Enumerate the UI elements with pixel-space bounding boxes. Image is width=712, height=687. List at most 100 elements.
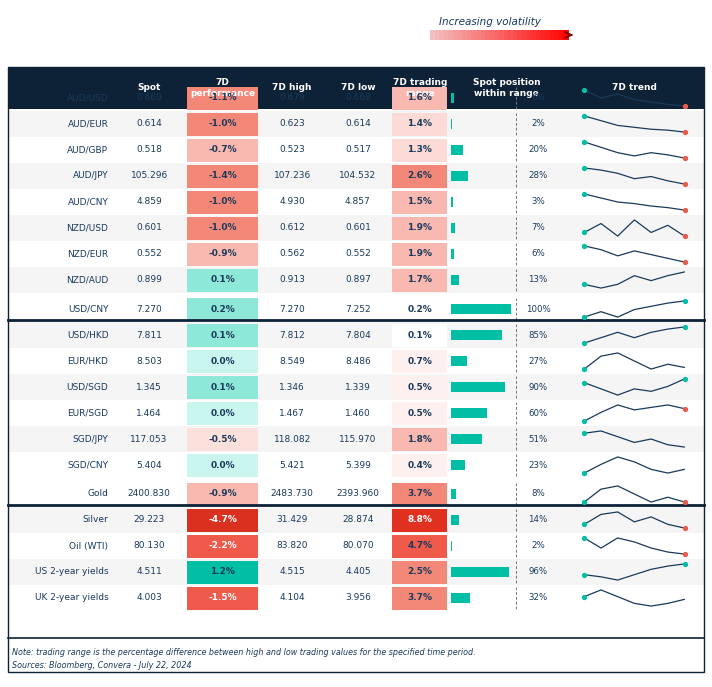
Bar — [187, 376, 258, 398]
Text: 7D trend: 7D trend — [612, 84, 657, 93]
Text: EUR/HKD: EUR/HKD — [68, 357, 108, 365]
Bar — [392, 113, 447, 135]
Bar — [451, 460, 465, 471]
Text: NZD/EUR: NZD/EUR — [67, 249, 108, 258]
Text: 7.804: 7.804 — [345, 330, 371, 339]
Text: 1.345: 1.345 — [136, 383, 162, 392]
Bar — [392, 534, 447, 557]
Text: 1.5%: 1.5% — [407, 197, 432, 207]
Text: SGD/CNY: SGD/CNY — [68, 460, 108, 469]
Text: 0.523: 0.523 — [279, 146, 305, 155]
Bar — [451, 93, 454, 104]
Text: -1.1%: -1.1% — [209, 93, 237, 102]
Text: 90%: 90% — [528, 383, 548, 392]
Bar — [513, 30, 518, 40]
Bar — [451, 119, 452, 129]
Bar — [187, 269, 258, 291]
Text: 0.552: 0.552 — [345, 249, 371, 258]
Bar — [494, 30, 500, 40]
Bar — [451, 515, 459, 526]
Bar — [8, 481, 704, 507]
Bar — [467, 30, 472, 40]
Bar — [8, 111, 704, 137]
Text: 4.104: 4.104 — [279, 594, 305, 602]
Bar — [8, 189, 704, 215]
Text: 29.223: 29.223 — [134, 515, 164, 524]
Text: AUD/USD: AUD/USD — [67, 93, 108, 102]
Text: 4.405: 4.405 — [345, 567, 371, 576]
Bar — [187, 350, 258, 372]
Bar — [451, 488, 456, 499]
Bar — [187, 190, 258, 214]
Bar — [545, 30, 550, 40]
Text: 4.511: 4.511 — [136, 567, 162, 576]
Text: 51%: 51% — [528, 434, 548, 444]
Bar — [451, 567, 508, 578]
Text: Increasing volatility: Increasing volatility — [439, 17, 541, 27]
Text: 0.601: 0.601 — [136, 223, 162, 232]
Bar — [392, 139, 447, 161]
Text: 0.899: 0.899 — [136, 275, 162, 284]
Text: Sources: Bloomberg, Convera - July 22, 2024: Sources: Bloomberg, Convera - July 22, 2… — [12, 661, 192, 670]
Text: 0.5%: 0.5% — [407, 409, 432, 418]
Bar — [392, 297, 447, 321]
Text: Note: trading range is the percentage difference between high and low trading va: Note: trading range is the percentage di… — [12, 648, 476, 657]
Text: -0.9%: -0.9% — [209, 490, 237, 499]
Text: 2400.830: 2400.830 — [127, 490, 171, 499]
Text: 0.517: 0.517 — [345, 146, 371, 155]
Text: 3%: 3% — [531, 197, 545, 207]
Text: USD/CNY: USD/CNY — [68, 304, 108, 313]
Bar — [392, 87, 447, 109]
Bar — [462, 30, 467, 40]
Text: 0.0%: 0.0% — [210, 409, 235, 418]
Bar — [392, 587, 447, 609]
Text: 0.669: 0.669 — [136, 93, 162, 102]
Text: 4.857: 4.857 — [345, 197, 371, 207]
Bar — [187, 453, 258, 477]
Bar — [531, 30, 536, 40]
Text: 0.5%: 0.5% — [407, 383, 432, 392]
Bar — [458, 30, 463, 40]
Text: 2%: 2% — [531, 541, 545, 550]
Text: 7D high: 7D high — [273, 84, 312, 93]
Bar — [392, 508, 447, 532]
Bar — [392, 561, 447, 583]
Bar — [8, 348, 704, 374]
Bar — [485, 30, 491, 40]
Bar — [187, 587, 258, 609]
Bar — [8, 215, 704, 241]
Text: 8.8%: 8.8% — [407, 515, 432, 524]
Bar — [187, 139, 258, 161]
Text: USD/SGD: USD/SGD — [67, 383, 108, 392]
Bar — [392, 401, 447, 425]
Bar — [392, 216, 447, 240]
Bar — [451, 593, 470, 603]
Text: 0.562: 0.562 — [279, 249, 305, 258]
Text: -1.0%: -1.0% — [209, 223, 237, 232]
Text: 85%: 85% — [528, 330, 548, 339]
Text: 5.399: 5.399 — [345, 460, 371, 469]
Text: 7.270: 7.270 — [136, 304, 162, 313]
Text: 105.296: 105.296 — [130, 172, 168, 181]
Text: 14%: 14% — [528, 515, 548, 524]
Bar — [451, 275, 459, 286]
Text: 0.601: 0.601 — [345, 223, 371, 232]
Text: Gold: Gold — [88, 490, 108, 499]
Text: 2%: 2% — [531, 120, 545, 128]
Text: 4.859: 4.859 — [136, 197, 162, 207]
Bar — [187, 534, 258, 557]
Text: 4.003: 4.003 — [136, 594, 162, 602]
Text: -0.5%: -0.5% — [209, 434, 237, 444]
Text: 118.082: 118.082 — [273, 434, 311, 444]
Bar — [451, 249, 454, 260]
Text: 1.464: 1.464 — [136, 409, 162, 418]
Text: 4.930: 4.930 — [279, 197, 305, 207]
Text: 0.679: 0.679 — [279, 93, 305, 102]
Bar — [451, 144, 463, 155]
Text: -1.0%: -1.0% — [209, 197, 237, 207]
Text: 1.8%: 1.8% — [407, 434, 432, 444]
Text: Silver: Silver — [83, 515, 108, 524]
Text: -1.5%: -1.5% — [209, 594, 237, 602]
Text: 2483.730: 2483.730 — [271, 490, 314, 499]
Text: 5.421: 5.421 — [279, 460, 305, 469]
